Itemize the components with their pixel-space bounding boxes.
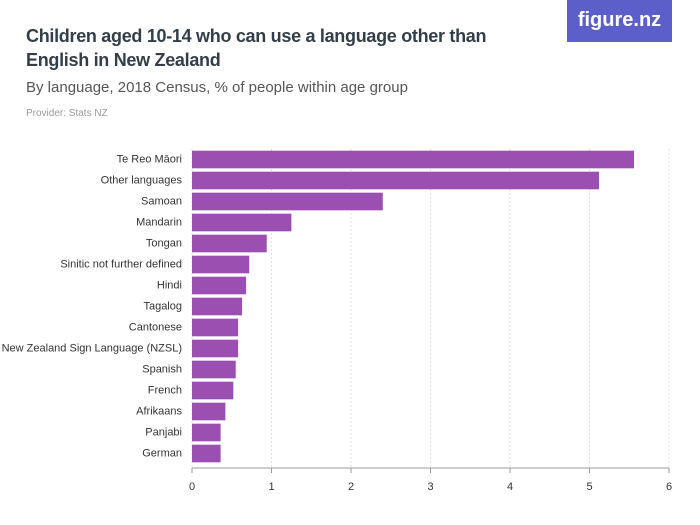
y-tick-label: Other languages xyxy=(101,174,183,186)
y-tick-label: Spanish xyxy=(142,363,182,375)
y-tick-label: Cantonese xyxy=(129,321,182,333)
x-tick-label: 1 xyxy=(268,481,274,493)
bar xyxy=(192,423,221,442)
y-tick-label: Mandarin xyxy=(136,216,182,228)
bar xyxy=(192,444,221,463)
bar xyxy=(192,360,236,379)
y-tick-label: Te Reo Māori xyxy=(117,153,182,165)
x-tick-label: 5 xyxy=(586,481,592,493)
bar xyxy=(192,339,239,358)
bar xyxy=(192,318,239,337)
bar xyxy=(192,255,250,274)
y-tick-label: Hindi xyxy=(157,279,182,291)
x-tick-label: 0 xyxy=(189,481,195,493)
bar xyxy=(192,192,383,211)
y-tick-label: Sinitic not further defined xyxy=(60,258,182,270)
bar xyxy=(192,171,600,190)
y-tick-label: Samoan xyxy=(141,195,182,207)
logo[interactable]: figure.nz xyxy=(567,0,672,42)
bar xyxy=(192,213,292,232)
bar xyxy=(192,150,635,169)
chart-title: Children aged 10-14 who can use a langua… xyxy=(26,26,487,70)
bar xyxy=(192,234,267,253)
y-tick-label: French xyxy=(148,384,182,396)
x-tick-label: 2 xyxy=(348,481,354,493)
bar xyxy=(192,402,226,421)
chart-subtitle: By language, 2018 Census, % of people wi… xyxy=(26,79,408,96)
provider: Provider: Stats NZ xyxy=(26,108,108,119)
y-tick-label: Afrikaans xyxy=(136,405,182,417)
y-tick-label: New Zealand Sign Language (NZSL) xyxy=(2,342,182,354)
bar xyxy=(192,276,247,295)
y-tick-label: German xyxy=(142,447,182,459)
y-tick-label: Panjabi xyxy=(145,426,182,438)
y-tick-label: Tongan xyxy=(146,237,182,249)
bar xyxy=(192,297,243,316)
x-tick-label: 6 xyxy=(666,481,672,493)
x-tick-label: 4 xyxy=(507,481,513,493)
x-tick-label: 3 xyxy=(427,481,433,493)
bar xyxy=(192,381,234,400)
y-tick-label: Tagalog xyxy=(143,300,182,312)
